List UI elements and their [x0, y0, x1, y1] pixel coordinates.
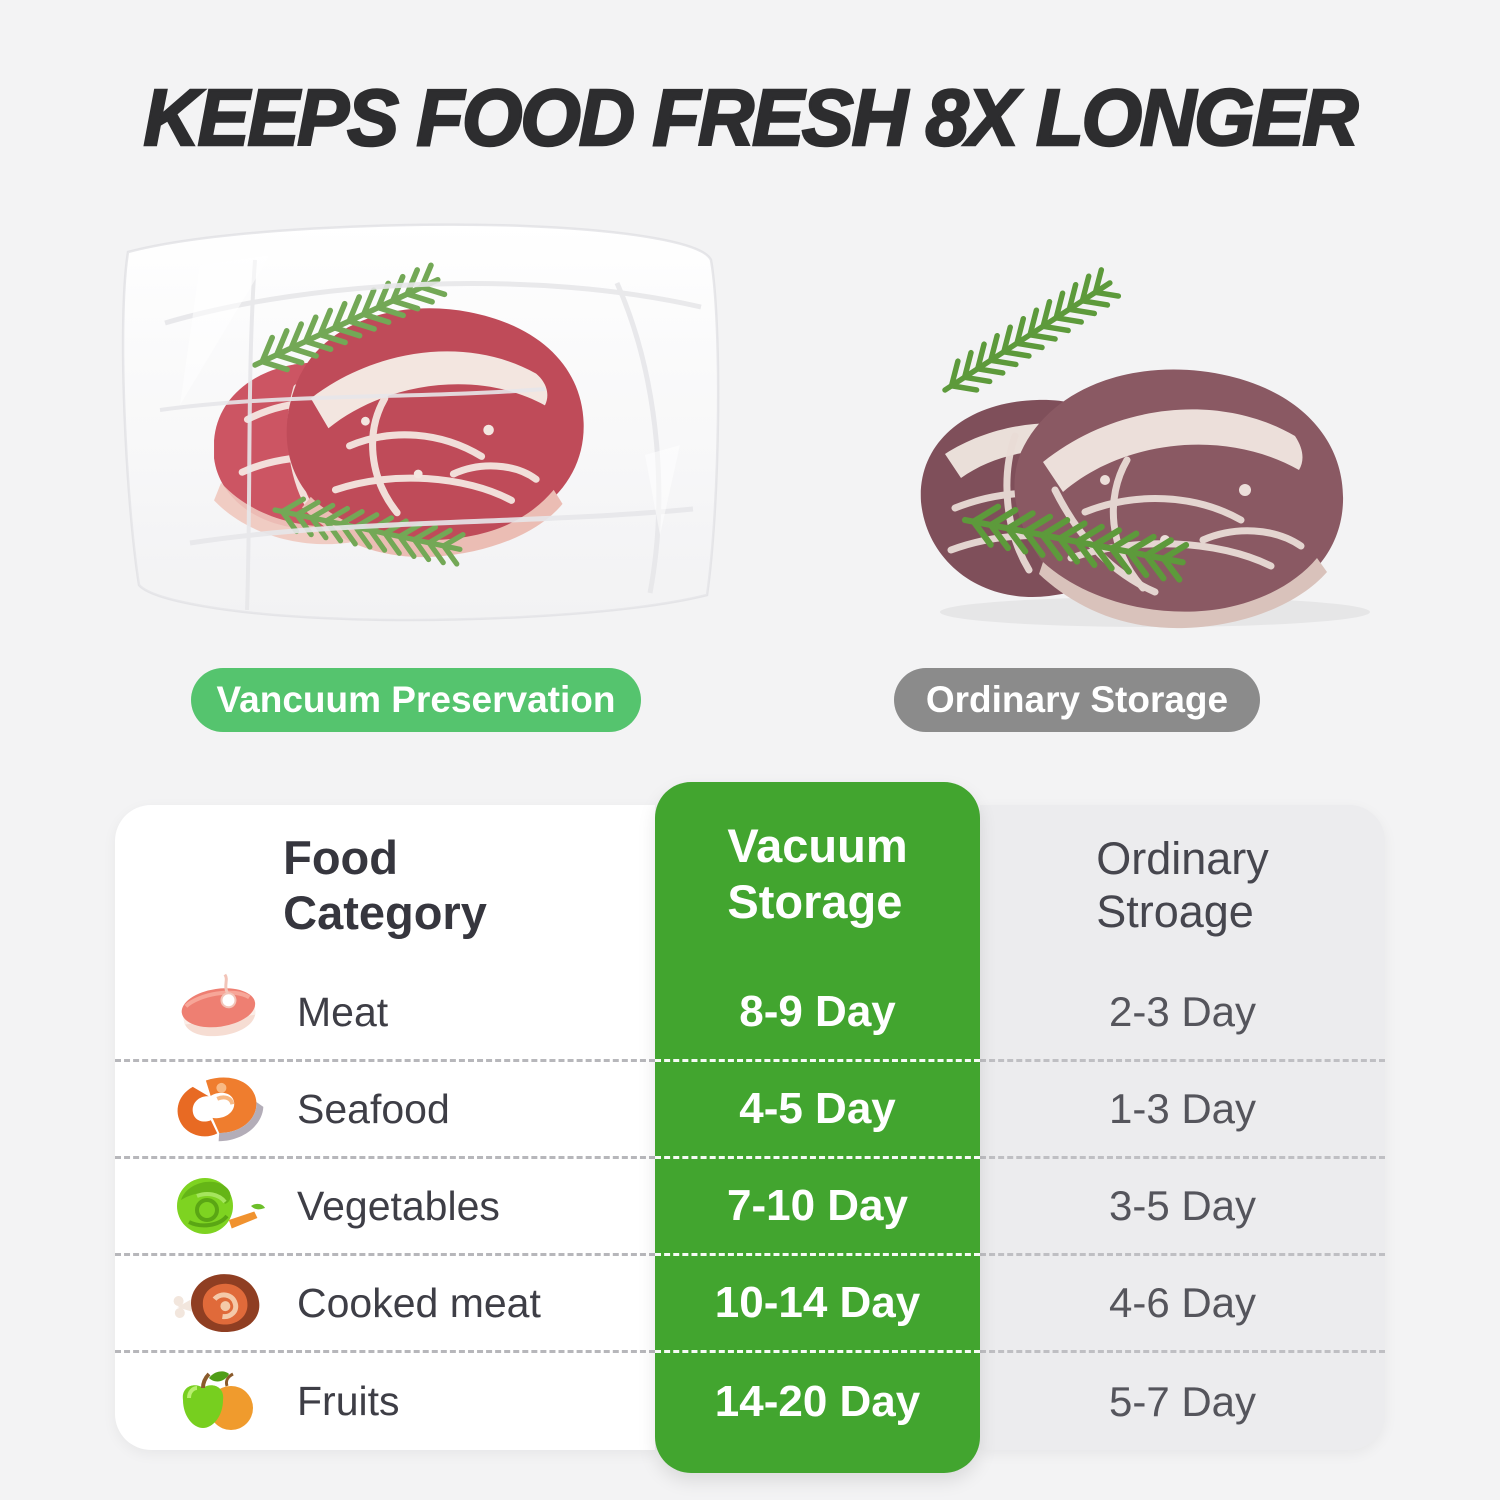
page-title: KEEPS FOOD FRESH 8X LONGER — [142, 72, 1359, 164]
vegetables-icon — [165, 1164, 269, 1248]
header-line: Food — [283, 830, 398, 884]
ordinary-value-cooked-meat: 4-6 Day — [980, 1256, 1385, 1353]
ordinary-storage-column: Ordinary Stroage 2-3 Day 1-3 Day 3-5 Day… — [980, 805, 1385, 1450]
vacuum-storage-header: Vacuum Storage — [655, 782, 980, 965]
ordinary-value-meat: 2-3 Day — [980, 965, 1385, 1062]
comparison-table: Food Category Meat — [115, 782, 1385, 1473]
vacuum-value-vegetables: 7-10 Day — [655, 1159, 980, 1256]
fruits-icon — [165, 1360, 269, 1444]
table-row-fruits: Fruits — [115, 1353, 655, 1450]
cooked-meat-icon — [165, 1261, 269, 1345]
vacuum-preservation-pill: Vancuum Preservation — [191, 668, 641, 732]
food-label: Seafood — [297, 1085, 450, 1132]
vacuum-value-meat: 8-9 Day — [655, 965, 980, 1062]
food-category-header: Food Category — [115, 805, 655, 965]
food-label: Meat — [297, 988, 389, 1035]
header-line: Storage — [727, 874, 903, 928]
table-row-vegetables: Vegetables — [115, 1159, 655, 1256]
table-row-meat: Meat — [115, 965, 655, 1062]
food-label: Vegetables — [297, 1182, 500, 1229]
table-row-cooked-meat: Cooked meat — [115, 1256, 655, 1353]
vacuum-storage-column: Vacuum Storage 8-9 Day 4-5 Day 7-10 Day … — [655, 782, 980, 1473]
ordinary-value-fruits: 5-7 Day — [1108, 1377, 1257, 1425]
vacuum-bag-photo — [121, 223, 720, 622]
vacuum-value-cooked-meat: 10-14 Day — [655, 1256, 980, 1353]
ordinary-storage-header: Ordinary Stroage — [980, 805, 1385, 965]
salmon-icon — [165, 1067, 269, 1151]
vacuum-value-seafood: 4-5 Day — [655, 1062, 980, 1159]
header-line: Ordinary — [1096, 832, 1269, 884]
ordinary-steaks-photo — [920, 269, 1370, 629]
ordinary-value-seafood: 1-3 Day — [980, 1062, 1385, 1159]
ordinary-value-vegetables: 3-5 Day — [980, 1159, 1385, 1256]
hero-photos — [121, 223, 1370, 629]
meat-steak-icon — [165, 970, 269, 1054]
food-label: Fruits — [297, 1378, 400, 1424]
food-label: Cooked meat — [297, 1279, 541, 1326]
header-line: Vacuum — [727, 819, 908, 873]
food-category-column: Food Category Meat — [115, 805, 655, 1450]
ordinary-storage-pill: Ordinary Storage — [894, 668, 1260, 732]
table-row-seafood: Seafood — [115, 1062, 655, 1159]
vacuum-value-fruits: 14-20 Day — [714, 1376, 921, 1426]
header-line: Stroage — [1096, 886, 1254, 937]
header-line: Category — [283, 886, 487, 939]
